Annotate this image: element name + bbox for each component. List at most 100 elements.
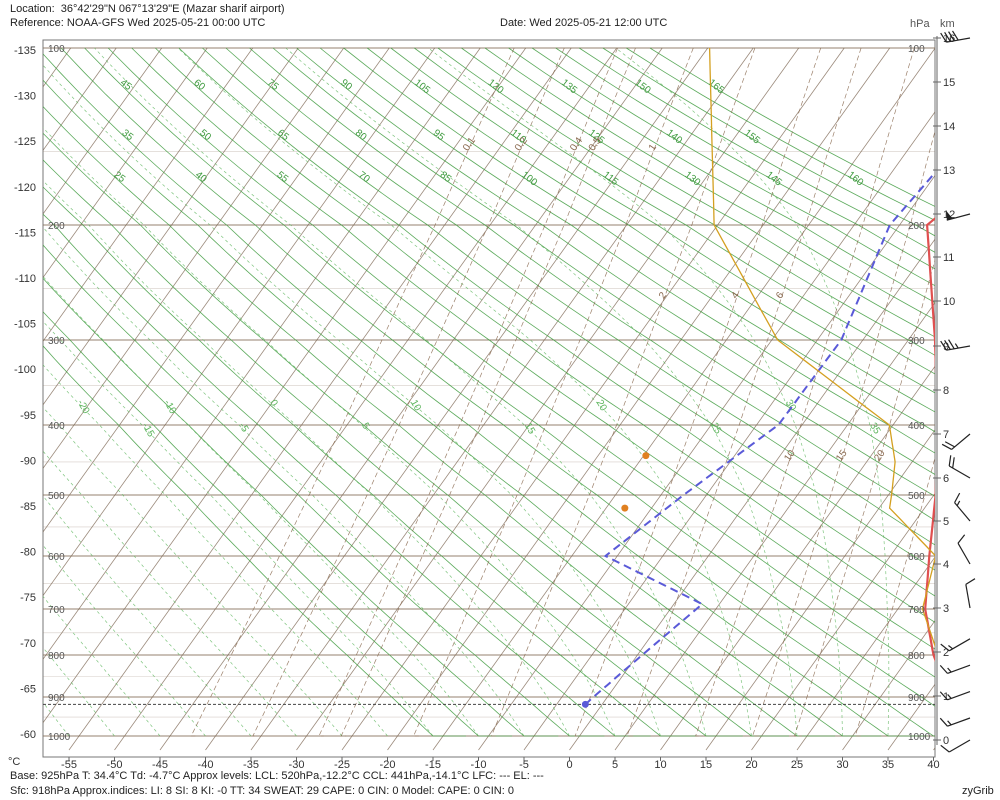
wind-barb-full [939,664,948,674]
dry-adiabat-line [43,53,928,737]
km-tick-label: 13 [943,165,955,177]
wind-barb-staff [947,717,971,727]
pressure-label-right: 900 [908,693,925,704]
wind-barb-half [954,343,959,349]
pressure-label-right: 500 [908,491,925,502]
wind-barb-full [939,717,948,727]
km-tick-label: 14 [943,121,955,133]
wind-barb-full [948,31,955,42]
location-value: 36°42'29"N 067°13'29"E (Mazar sharif air… [60,3,285,15]
isotherm-line [43,47,436,597]
x-tick-label: -5 [519,759,529,771]
dry-adiabat-line [43,186,697,737]
moist-adiabat-label: 10 [408,398,423,414]
left-axis-tick: -130 [14,91,36,103]
ccl-marker [642,452,650,460]
wind-barb-staff [947,691,971,701]
mixing-ratio-label: 4 [730,290,742,301]
wind-barb-half [956,500,961,506]
parcel-curve [708,47,935,648]
dry-adiabat-line [43,244,605,737]
wind-barb [940,339,971,351]
wind-barb-full [948,339,955,350]
mixing-ratio-line [626,47,862,737]
wind-barb-full [940,340,947,351]
brand-label: zyGrib [962,785,994,797]
wind-barb-half [947,694,952,699]
km-tick-label: 1 [943,691,949,703]
dry-adiabat-line [155,47,935,623]
left-axis-tick: -70 [20,638,36,650]
left-axis-tick: -90 [20,455,36,467]
temperature-curve [924,217,935,663]
wind-barb [940,30,971,43]
forecast-date: Date: Wed 2025-05-21 12:00 UTC [500,17,668,29]
dry-adiabat-line [60,47,935,737]
mixing-ratio-line [854,456,935,737]
wind-barb-half [947,667,952,673]
dry-adiabat-line [107,47,935,678]
dry-adiabat-line [249,47,935,521]
wind-barb [948,455,971,479]
left-axis-tick: -75 [20,592,36,604]
dry-adiabat-line [43,132,789,737]
x-tick-label: 20 [745,759,757,771]
moist-adiabat-line [428,47,843,736]
left-axis-tick: -60 [20,729,36,741]
dry-adiabat-line [390,47,935,394]
dry-adiabat-line [43,213,651,737]
mixing-ratio-line [252,47,565,737]
wind-barb [954,492,971,522]
moist-adiabat-line [43,406,343,737]
dry-adiabat-line [437,47,935,356]
isotherm-line [933,747,935,751]
km-tick-label: 3 [943,603,949,615]
wind-barb-staff [957,542,971,565]
pressure-label-right: 1000 [908,732,931,743]
moist-adiabat-line [43,127,616,737]
pressure-label-left: 300 [48,336,65,347]
isotherm-line [705,429,935,751]
wind-barb-full [952,457,955,469]
moist-adiabat-line [43,226,525,737]
mixing-ratio-label: 2 [657,290,669,301]
isotherm-line [159,47,663,751]
moist-adiabat-line [43,320,434,737]
location-label: Location: [10,3,55,15]
lcl-marker [621,504,629,512]
dry-adiabat-line [343,47,935,433]
pressure-label-right: 100 [908,44,925,55]
pressure-label-left: 200 [48,221,65,232]
moist-adiabat-line [43,364,388,737]
x-tick-label: -55 [61,759,77,771]
dry-adiabat-line [84,47,935,707]
wind-barb-staff [951,433,971,450]
isotherm-line [43,47,208,279]
left-axis-tick: -65 [20,683,36,695]
pressure-label-left: 400 [48,421,65,432]
wind-barb [939,691,971,701]
isotherm-line [614,302,935,751]
x-tick-label: -25 [334,759,350,771]
moist-adiabat-line [94,47,707,737]
isotherm-line [205,47,709,751]
mixing-ratio-line [413,47,694,737]
left-axis-tick: -115 [15,227,36,239]
wind-barb-full [940,32,947,43]
mixing-ratio-line [318,47,618,737]
left-axis-tick: -100 [14,364,36,376]
wind-barb-full [944,32,951,42]
x-tick-label: -15 [425,759,441,771]
dry-adiabat-line [272,47,935,497]
mixing-ratio-line [695,47,915,737]
moist-adiabat-line [177,47,752,737]
dry-adiabat-line [178,47,935,597]
dry-adiabat-line [366,47,935,413]
wind-barb-full [940,643,950,652]
left-axis-tick: -85 [20,501,36,513]
isotherm-line [569,238,935,751]
wind-barb-half [947,720,952,726]
pressure-label-left: 500 [48,491,65,502]
x-tick-label: -40 [198,759,214,771]
pressure-label-right: 400 [908,421,925,432]
